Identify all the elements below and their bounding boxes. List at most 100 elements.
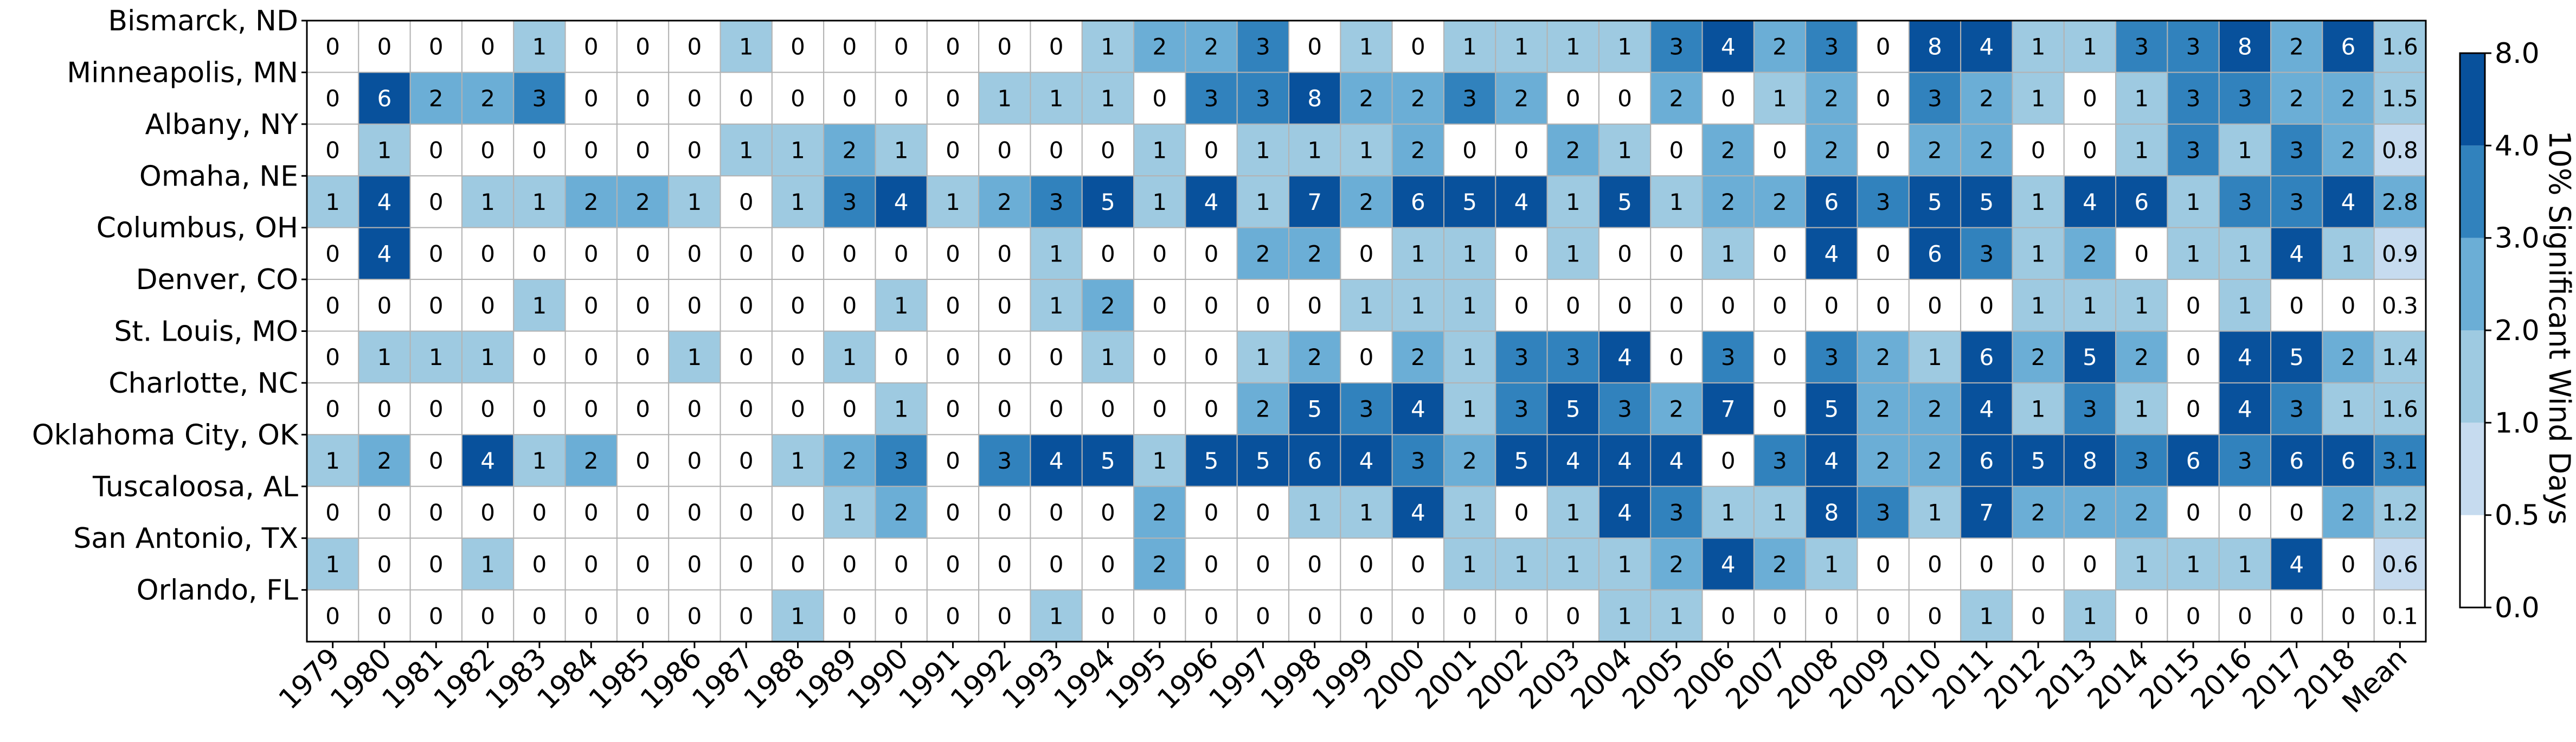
cell-value-label: 0: [1256, 551, 1270, 578]
cell-value-label: 4: [1566, 447, 1581, 474]
cell-value-label: 0: [1772, 292, 1787, 319]
cell-value-label: 0: [2134, 240, 2149, 267]
heatmap-cell: [1598, 330, 1652, 383]
heatmap-cell: [2063, 72, 2117, 125]
cell-value-label: 0: [1566, 292, 1581, 319]
cell-value-label: 0: [584, 603, 599, 629]
y-tick-label: Albany, NY: [145, 108, 299, 141]
cell-value-label: 3: [2134, 34, 2149, 60]
cell-value-label: 0: [1307, 34, 1322, 60]
cell-value-label: 0: [635, 34, 650, 60]
cell-value-label: 2: [1876, 344, 1891, 370]
cell-value-label: 1: [1462, 240, 1477, 267]
cell-value-label: 1: [2341, 240, 2356, 267]
heatmap-cell: [2373, 538, 2427, 591]
cell-value-label: 1: [1152, 189, 1167, 215]
heatmap-cell: [1391, 485, 1444, 539]
cell-value-label: 2: [2341, 85, 2356, 112]
cell-value-label: 0: [635, 85, 650, 112]
cell-value-label: 0: [894, 603, 909, 629]
cell-value-label: 1: [1359, 292, 1374, 319]
cell-value-label: 0: [1204, 551, 1219, 578]
heatmap-cell: [2167, 485, 2220, 539]
heatmap-cell: [2373, 382, 2427, 436]
cell-value-label: 4: [1411, 396, 1425, 423]
heatmap-cell: [1960, 123, 2013, 177]
heatmap-cell: [2218, 72, 2272, 125]
cell-value-label: 0: [2031, 603, 2046, 629]
heatmap-cell: [1133, 227, 1186, 280]
cell-value-label: 0: [584, 240, 599, 267]
cell-value-label: 0: [1204, 396, 1219, 423]
cell-value-label: 5: [1514, 447, 1529, 474]
heatmap-cell: [1495, 279, 1548, 332]
heatmap-cell: [358, 279, 411, 332]
heatmap-cell: [1495, 485, 1548, 539]
heatmap-cell: [1805, 538, 1858, 591]
heatmap-cell: [1236, 538, 1290, 591]
heatmap-cell: [1340, 538, 1393, 591]
cell-value-label: 0: [1514, 292, 1529, 319]
heatmap-cell: [616, 382, 670, 436]
cell-value-label: 1: [532, 189, 547, 215]
heatmap-cell: [1443, 382, 1496, 436]
cell-value-label: 8: [1928, 34, 1942, 60]
heatmap-cell: [1133, 20, 1186, 73]
heatmap-cell: [1340, 382, 1393, 436]
heatmap-cell: [2218, 330, 2272, 383]
cell-value-label: 3: [2186, 137, 2201, 164]
cell-value-label: 1: [1566, 34, 1581, 60]
heatmap-cell: [1546, 72, 1599, 125]
cell-value-label: 4: [1669, 447, 1684, 474]
heatmap-cell: [1701, 485, 1755, 539]
heatmap-cell: [1650, 20, 1703, 73]
y-tick-label: Charlotte, NC: [108, 367, 298, 400]
x-tick-label: 1983: [479, 642, 553, 716]
cell-value-label: 3: [1669, 34, 1684, 60]
heatmap-cell: [875, 279, 928, 332]
heatmap-cell: [1443, 330, 1496, 383]
cell-value-label: 0: [997, 292, 1012, 319]
colorbar-tick-label: 1.0: [2495, 407, 2540, 439]
cell-value-label: 0: [1928, 603, 1942, 629]
cell-value-label: 0.3: [2382, 292, 2418, 319]
cell-value-label: 0: [2186, 292, 2201, 319]
cell-value-label: 0: [842, 240, 857, 267]
cell-value-label: 1: [1049, 240, 1064, 267]
cell-value-label: 3: [1204, 85, 1219, 112]
heatmap-cell: [1856, 123, 1910, 177]
cell-value-label: 0: [1617, 240, 1632, 267]
cell-value-label: 0: [894, 551, 909, 578]
cell-value-label: 6: [1411, 189, 1425, 215]
heatmap-cell: [1701, 123, 1755, 177]
heatmap-cell: [2063, 485, 2117, 539]
cell-value-label: 3: [2238, 85, 2252, 112]
cell-value-label: 2: [1772, 551, 1787, 578]
cell-value-label: 0: [635, 240, 650, 267]
cell-value-label: 1: [1824, 551, 1839, 578]
heatmap-cell: [2322, 485, 2375, 539]
heatmap-cell: [2322, 175, 2375, 228]
cell-value-label: 0: [1049, 551, 1064, 578]
heatmap-cell: [1650, 279, 1703, 332]
cell-value-label: 3: [1514, 344, 1529, 370]
cell-value-label: 0: [2341, 603, 2356, 629]
heatmap-cell: [1650, 382, 1703, 436]
heatmap-cell: [306, 589, 359, 643]
cell-value-label: 0: [325, 603, 340, 629]
cell-value-label: 4: [1617, 344, 1632, 370]
heatmap-cell: [2063, 227, 2117, 280]
heatmap-cell: [1133, 589, 1186, 643]
cell-value-label: 1: [2238, 292, 2252, 319]
cell-value-label: 0.9: [2382, 240, 2418, 267]
heatmap-cell: [461, 72, 515, 125]
cell-value-label: 0: [1204, 240, 1219, 267]
heatmap-cell: [668, 72, 721, 125]
y-tick-label: Oklahoma City, OK: [32, 419, 299, 451]
cell-value-label: 4: [1721, 551, 1736, 578]
cell-value-label: 2: [2289, 85, 2304, 112]
heatmap-cell: [926, 279, 980, 332]
heatmap-cell: [2063, 382, 2117, 436]
heatmap-cell: [1133, 434, 1186, 487]
cell-value-label: 3: [1979, 240, 1994, 267]
